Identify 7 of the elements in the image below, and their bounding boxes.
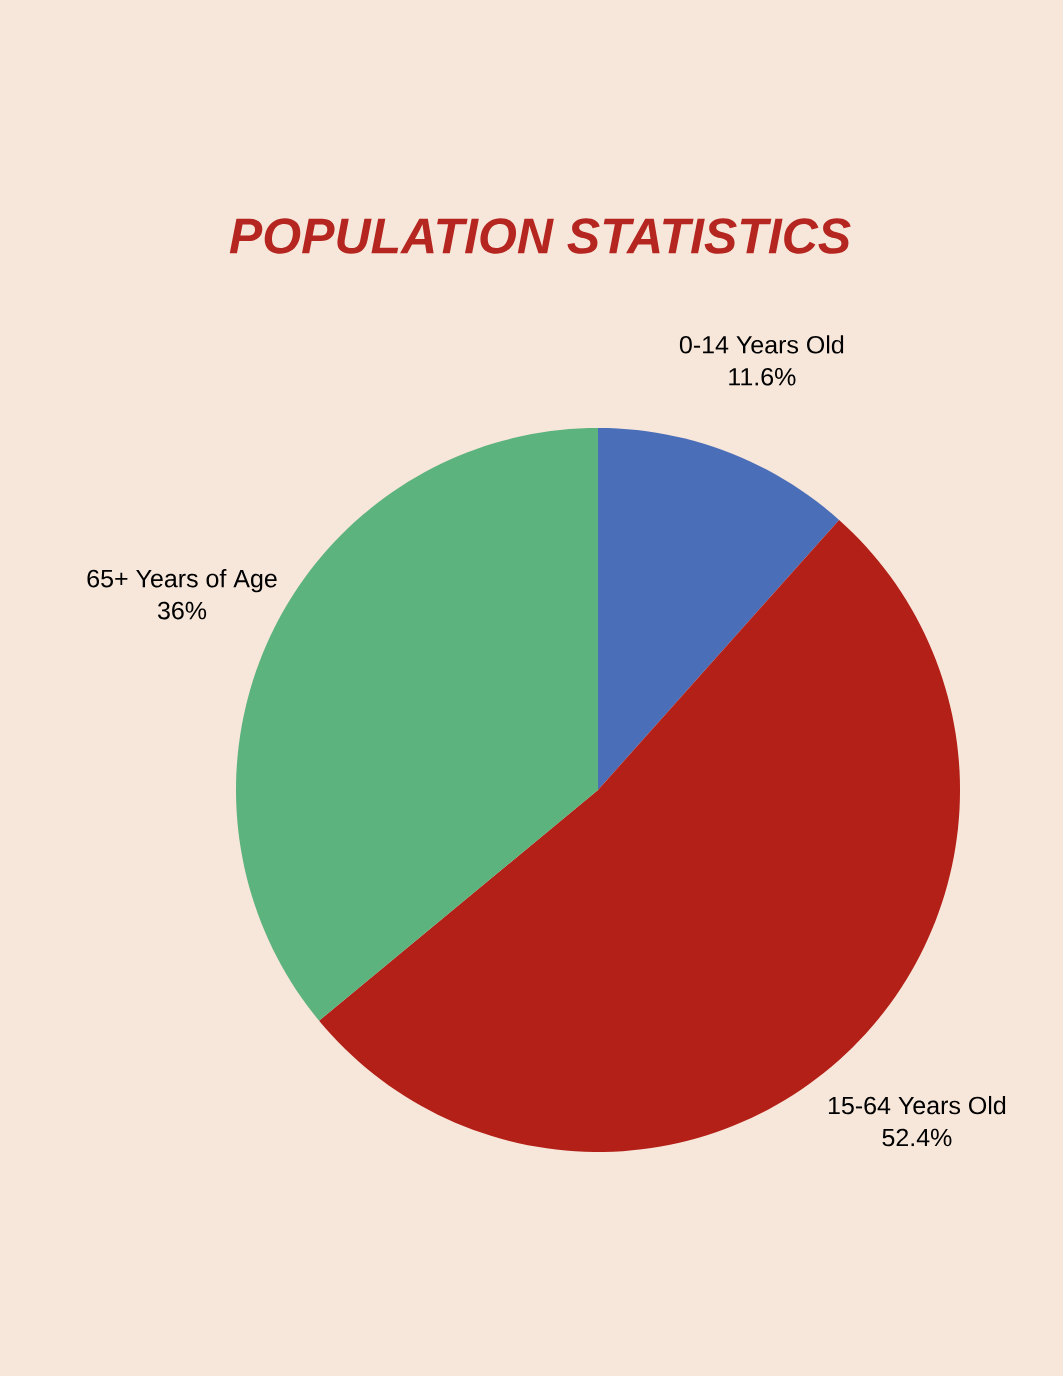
slice-label: 65+ Years of Age (87, 569, 277, 593)
slice-label: 0-14 Years Old (679, 335, 844, 354)
data-label: 36% (157, 601, 207, 620)
chart-title: POPULATION STATISTICS (229, 218, 851, 254)
data-label: 52.4% (882, 1128, 952, 1147)
slice-label: 15-64 Years Old (828, 1095, 1006, 1115)
data-label: 11.6% (729, 367, 796, 386)
